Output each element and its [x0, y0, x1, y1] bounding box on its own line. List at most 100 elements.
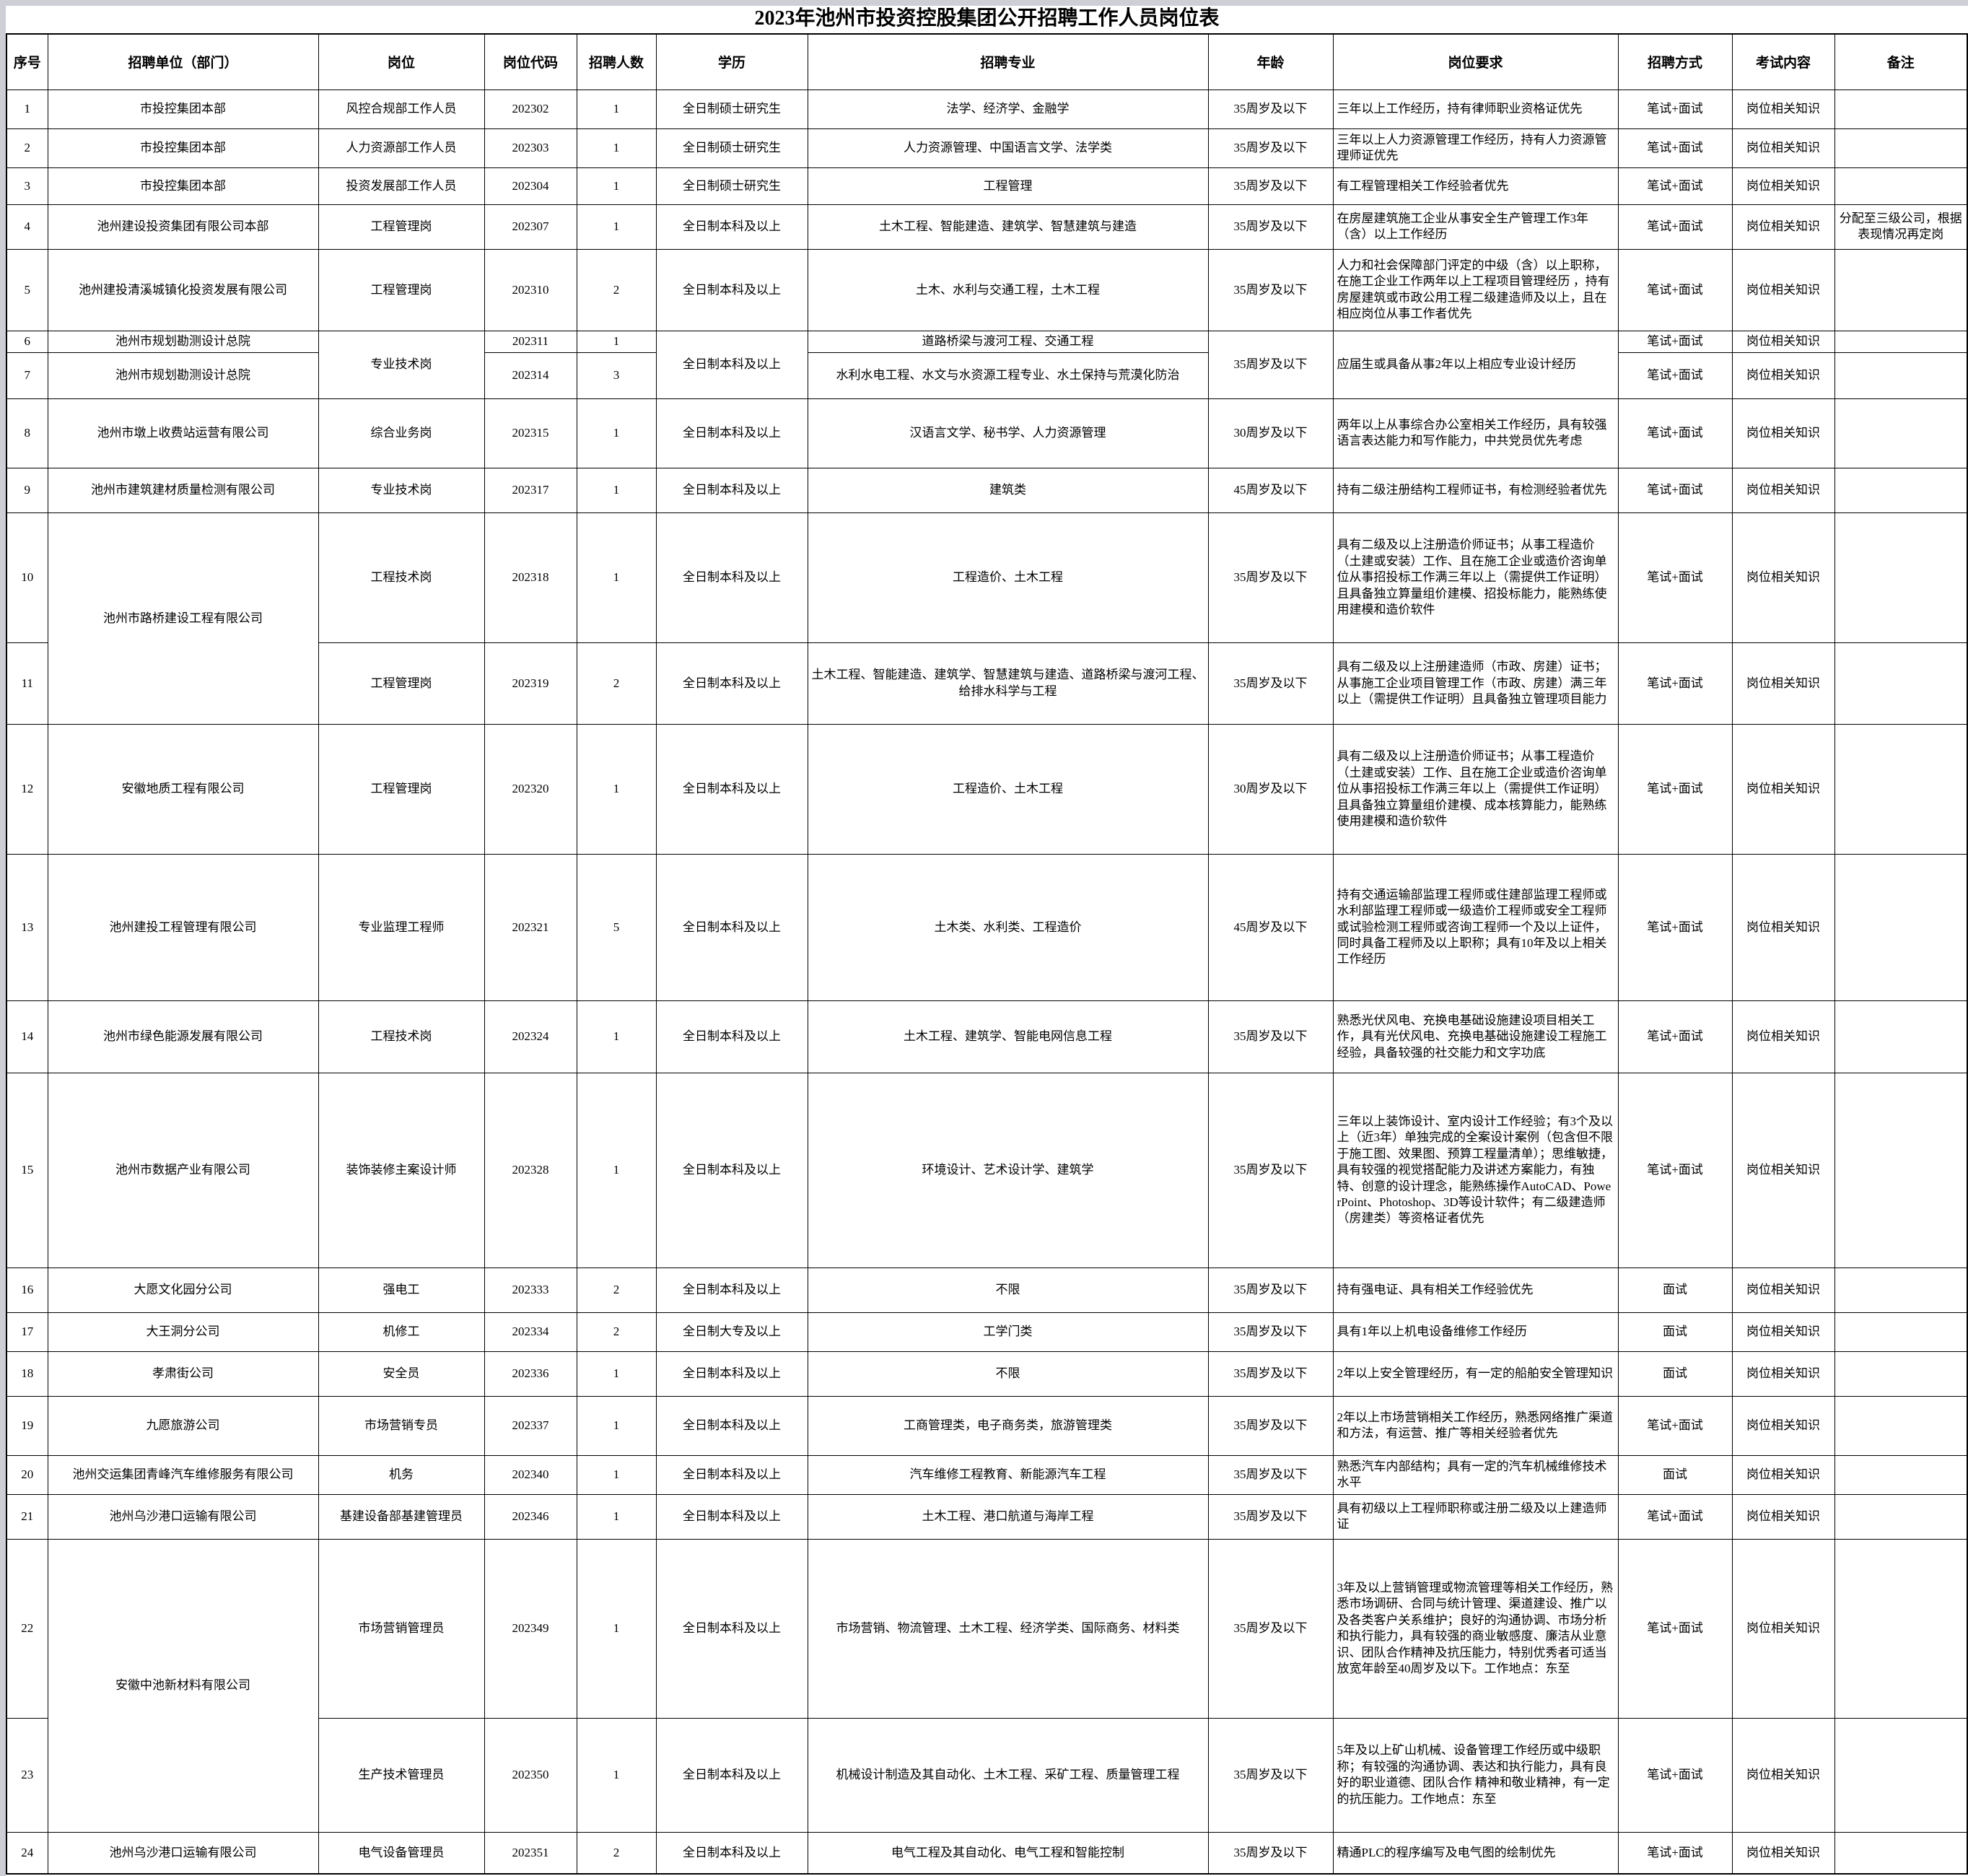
col-header-method: 招聘方式 — [1617, 33, 1733, 90]
cell-req: 有工程管理相关工作经验者优先 — [1332, 167, 1619, 205]
cell-post: 工程技术岗 — [318, 512, 485, 643]
cell-note — [1834, 248, 1968, 331]
cell-exam: 岗位相关知识 — [1731, 1351, 1835, 1397]
cell-note — [1834, 723, 1968, 855]
cell-code: 202328 — [484, 1072, 577, 1268]
cell-code: 202334 — [484, 1312, 577, 1352]
cell-note — [1834, 1493, 1968, 1540]
cell-age: 35周岁及以下 — [1207, 248, 1334, 331]
cell-exam: 岗位相关知识 — [1731, 1717, 1835, 1833]
cell-exam: 岗位相关知识 — [1731, 642, 1835, 725]
cell-major: 工程管理 — [807, 167, 1209, 205]
cell-code: 202302 — [484, 89, 577, 129]
cell-age: 35周岁及以下 — [1207, 1000, 1334, 1073]
table-row: 11 工程管理岗 202319 2 全日制本科及以上 土木工程、智能建造、建筑学、智慧建筑… — [6, 642, 1968, 725]
cell-note — [1834, 89, 1968, 129]
cell-age: 35周岁及以下 — [1207, 1395, 1334, 1456]
cell-no: 21 — [6, 1493, 48, 1540]
cell-age: 35周岁及以下 — [1207, 642, 1334, 725]
cell-major: 人力资源管理、中国语言文学、法学类 — [807, 128, 1209, 168]
cell-age: 35周岁及以下 — [1207, 1072, 1334, 1268]
cell-count: 1 — [576, 467, 657, 513]
cell-count: 2 — [576, 248, 657, 331]
cell-note — [1834, 167, 1968, 205]
cell-method: 笔试+面试 — [1617, 1000, 1733, 1073]
table-row: 18 孝肃街公司 安全员 202336 1 全日制本科及以上 不限 35周岁及以下 2年以上安全… — [6, 1351, 1968, 1397]
cell-req: 2年以上安全管理经历，有一定的船舶安全管理知识 — [1332, 1351, 1619, 1397]
cell-no: 11 — [6, 642, 48, 725]
cell-note — [1834, 853, 1968, 1001]
cell-unit: 市投控集团本部 — [47, 167, 319, 205]
cell-exam: 岗位相关知识 — [1731, 1538, 1835, 1719]
cell-post: 装饰装修主案设计师 — [318, 1072, 485, 1268]
cell-edu: 全日制本科及以上 — [655, 1717, 808, 1833]
cell-method: 笔试+面试 — [1617, 89, 1733, 129]
table-row: 13 池州建投工程管理有限公司 专业监理工程师 202321 5 全日制本科及以上 土木类、… — [6, 853, 1968, 1001]
col-header-no: 序号 — [6, 33, 48, 90]
cell-unit: 池州建设投资集团有限公司本部 — [47, 204, 319, 250]
cell-major: 土木工程、建筑学、智能电网信息工程 — [807, 1000, 1209, 1073]
cell-post: 专业技术岗 — [318, 467, 485, 513]
cell-major: 建筑类 — [807, 467, 1209, 513]
cell-no: 10 — [6, 512, 48, 643]
cell-no: 14 — [6, 1000, 48, 1073]
cell-edu: 全日制本科及以上 — [655, 248, 808, 331]
cell-code: 202303 — [484, 128, 577, 168]
cell-unit: 市投控集团本部 — [47, 128, 319, 168]
cell-code: 202321 — [484, 853, 577, 1001]
cell-edu: 全日制本科及以上 — [655, 398, 808, 468]
cell-exam: 岗位相关知识 — [1731, 1072, 1835, 1268]
cell-method: 笔试+面试 — [1617, 128, 1733, 168]
cell-major: 机械设计制造及其自动化、土木工程、采矿工程、质量管理工程 — [807, 1717, 1209, 1833]
cell-age: 35周岁及以下 — [1207, 1454, 1334, 1495]
cell-count: 1 — [576, 512, 657, 643]
cell-code: 202346 — [484, 1493, 577, 1540]
col-header-edu: 学历 — [655, 33, 808, 90]
cell-count: 5 — [576, 853, 657, 1001]
cell-method: 笔试+面试 — [1617, 853, 1733, 1001]
cell-note — [1834, 1831, 1968, 1875]
page-title: 2023年池州市投资控股集团公开招聘工作人员岗位表 — [754, 7, 1220, 30]
cell-req: 应届生或具备从事2年以上相应专业设计经历 — [1332, 330, 1619, 399]
table-row: 3 市投控集团本部 投资发展部工作人员 202304 1 全日制硕士研究生 工程管理 35周岁… — [6, 167, 1968, 205]
cell-code: 202304 — [484, 167, 577, 205]
cell-no: 17 — [6, 1312, 48, 1352]
cell-edu: 全日制硕士研究生 — [655, 89, 808, 129]
cell-note — [1834, 1454, 1968, 1495]
cell-count: 3 — [576, 352, 657, 399]
cell-code: 202314 — [484, 352, 577, 399]
cell-age: 30周岁及以下 — [1207, 398, 1334, 468]
cell-edu: 全日制本科及以上 — [655, 512, 808, 643]
cell-req: 具有初级以上工程师职称或注册二级及以上建造师证 — [1332, 1493, 1619, 1540]
cell-req: 具有二级及以上注册造价师证书；从事工程造价（土建或安装）工作、且在施工企业或造价… — [1332, 512, 1619, 643]
cell-count: 1 — [576, 1395, 657, 1456]
cell-count: 1 — [576, 1000, 657, 1073]
cell-code: 202320 — [484, 723, 577, 855]
cell-unit: 池州交运集团青峰汽车维修服务有限公司 — [47, 1454, 319, 1495]
cell-post: 电气设备管理员 — [318, 1831, 485, 1875]
cell-method: 笔试+面试 — [1617, 467, 1733, 513]
cell-method: 笔试+面试 — [1617, 167, 1733, 205]
cell-edu: 全日制大专及以上 — [655, 1312, 808, 1352]
cell-exam: 岗位相关知识 — [1731, 1831, 1835, 1875]
cell-age: 35周岁及以下 — [1207, 1351, 1334, 1397]
spreadsheet-page: { "page": { "title": "2023年池州市投资控股集团公开招聘… — [0, 6, 1968, 1876]
cell-major: 道路桥梁与渡河工程、交通工程 — [807, 330, 1209, 353]
cell-exam: 岗位相关知识 — [1731, 1493, 1835, 1540]
table-row: 15 池州市数据产业有限公司 装饰装修主案设计师 202328 1 全日制本科及以上 环境设… — [6, 1072, 1968, 1268]
cell-no: 8 — [6, 398, 48, 468]
cell-post: 工程技术岗 — [318, 1000, 485, 1073]
cell-method: 笔试+面试 — [1617, 642, 1733, 725]
cell-req: 三年以上人力资源管理工作经历，持有人力资源管理师证优先 — [1332, 128, 1619, 168]
col-header-post: 岗位 — [318, 33, 485, 90]
cell-edu: 全日制硕士研究生 — [655, 128, 808, 168]
cell-major: 汉语言文学、秘书学、人力资源管理 — [807, 398, 1209, 468]
cell-req: 精通PLC的程序编写及电气图的绘制优先 — [1332, 1831, 1619, 1875]
cell-post: 专业技术岗 — [318, 330, 485, 399]
cell-post: 投资发展部工作人员 — [318, 167, 485, 205]
cell-post: 基建设备部基建管理员 — [318, 1493, 485, 1540]
cell-count: 1 — [576, 89, 657, 129]
cell-no: 24 — [6, 1831, 48, 1875]
cell-method: 面试 — [1617, 1351, 1733, 1397]
cell-note — [1834, 1395, 1968, 1456]
